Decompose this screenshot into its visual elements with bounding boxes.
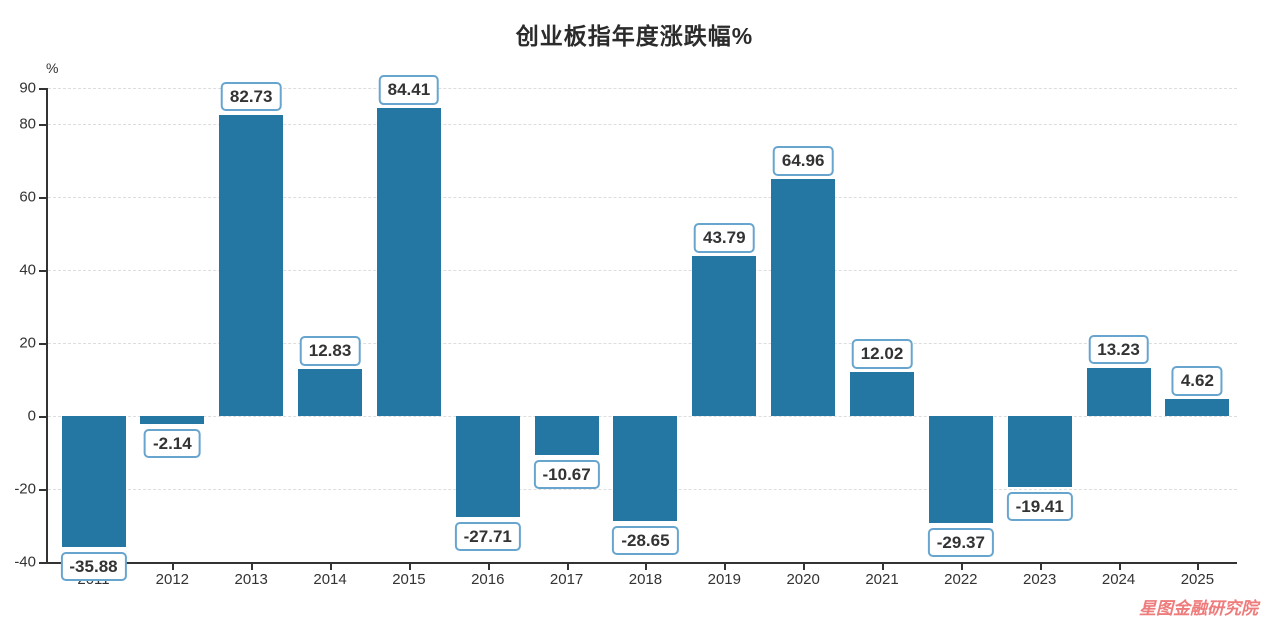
bar-2018 bbox=[613, 416, 678, 521]
x-tick-2022 bbox=[960, 564, 963, 570]
gridline-90 bbox=[48, 88, 1237, 89]
bar-2023 bbox=[1007, 416, 1072, 487]
y-axis-unit-label: % bbox=[46, 60, 59, 76]
x-axis-label-2018: 2018 bbox=[628, 571, 663, 588]
bar-2022 bbox=[928, 416, 993, 524]
value-label-2020: 64.96 bbox=[772, 146, 834, 176]
y-tick-label-20: 20 bbox=[19, 334, 36, 352]
bar-2025 bbox=[1165, 399, 1230, 417]
value-label-2015: 84.41 bbox=[378, 75, 440, 105]
y-tick-label--40: -40 bbox=[14, 553, 36, 571]
y-tick-60 bbox=[39, 197, 46, 200]
y-tick-label-90: 90 bbox=[19, 79, 36, 97]
gridline-60 bbox=[48, 197, 1237, 199]
y-tick-90 bbox=[39, 88, 46, 90]
x-tick-2016 bbox=[487, 564, 490, 570]
value-label-2011: -35.88 bbox=[60, 551, 127, 582]
y-tick-label-40: 40 bbox=[19, 261, 36, 279]
x-axis-label-2023: 2023 bbox=[1023, 571, 1057, 588]
x-axis-label-2024: 2024 bbox=[1101, 571, 1136, 588]
value-label-2022: -29.37 bbox=[927, 528, 994, 558]
y-tick-80 bbox=[39, 124, 46, 127]
y-tick-label-60: 60 bbox=[19, 188, 36, 206]
x-tick-2024 bbox=[1118, 564, 1121, 570]
watermark-text: 星图金融研究院 bbox=[1139, 599, 1258, 618]
x-tick-2012 bbox=[172, 564, 175, 570]
y-tick-label-0: 0 bbox=[27, 407, 36, 425]
value-label-2012: -2.14 bbox=[143, 428, 201, 459]
bar-2017 bbox=[534, 416, 599, 456]
bar-2020 bbox=[771, 179, 836, 417]
x-tick-2020 bbox=[803, 564, 806, 570]
bar-2016 bbox=[455, 416, 520, 518]
x-tick-2015 bbox=[408, 564, 411, 570]
x-axis-line bbox=[46, 562, 1237, 564]
y-tick-0 bbox=[39, 416, 46, 419]
x-axis-label-2017: 2017 bbox=[549, 571, 584, 588]
x-axis-label-2015: 2015 bbox=[392, 571, 426, 588]
bar-2013 bbox=[219, 114, 284, 417]
value-label-2016: -27.71 bbox=[454, 522, 521, 552]
x-tick-2014 bbox=[330, 564, 333, 570]
y-tick-40 bbox=[39, 270, 46, 273]
bar-2019 bbox=[692, 256, 757, 417]
x-axis-label-2021: 2021 bbox=[865, 571, 899, 588]
bar-2015 bbox=[376, 108, 441, 417]
x-axis-label-2014: 2014 bbox=[313, 571, 347, 588]
y-tick-label--20: -20 bbox=[14, 480, 36, 498]
x-tick-2018 bbox=[645, 564, 648, 570]
y-tick--20 bbox=[39, 489, 46, 492]
x-axis-label-2012: 2012 bbox=[155, 571, 190, 588]
x-tick-2013 bbox=[251, 564, 254, 570]
value-label-2021: 12.02 bbox=[851, 339, 913, 369]
bar-2024 bbox=[1086, 367, 1151, 417]
x-axis-label-2016: 2016 bbox=[471, 571, 505, 588]
x-axis-label-2025: 2025 bbox=[1180, 571, 1215, 588]
bar-2021 bbox=[850, 372, 914, 417]
value-label-2018: -28.65 bbox=[612, 525, 679, 555]
x-tick-2019 bbox=[724, 564, 727, 570]
x-tick-2017 bbox=[566, 564, 569, 570]
x-axis-label-2019: 2019 bbox=[707, 571, 741, 588]
x-axis-label-2020: 2020 bbox=[786, 571, 820, 588]
x-tick-2021 bbox=[882, 564, 884, 570]
value-label-2023: -19.41 bbox=[1006, 491, 1073, 522]
value-label-2025: 4.62 bbox=[1171, 366, 1223, 396]
x-tick-2023 bbox=[1039, 564, 1042, 570]
value-label-2014: 12.83 bbox=[299, 336, 361, 366]
y-axis-line bbox=[46, 88, 48, 562]
value-label-2017: -10.67 bbox=[533, 460, 600, 490]
value-label-2024: 13.23 bbox=[1088, 334, 1149, 365]
x-tick-2025 bbox=[1197, 564, 1200, 570]
x-axis-label-2013: 2013 bbox=[234, 571, 268, 588]
value-label-2013: 82.73 bbox=[220, 81, 282, 111]
bar-2014 bbox=[298, 369, 363, 417]
gridline-80 bbox=[48, 124, 1237, 126]
plot-area: 90806040200-20-402011-35.882012-2.142013… bbox=[14, 75, 1237, 588]
gridline-40 bbox=[48, 270, 1237, 272]
x-axis-label-2022: 2022 bbox=[944, 571, 978, 588]
gridline-20 bbox=[48, 343, 1237, 345]
y-tick-20 bbox=[39, 343, 46, 346]
bar-2012 bbox=[140, 416, 205, 424]
chart-title: 创业板指年度涨跌幅% bbox=[515, 23, 754, 49]
y-tick-label-80: 80 bbox=[19, 115, 36, 133]
value-label-2019: 43.79 bbox=[694, 223, 755, 253]
bar-2011 bbox=[61, 416, 126, 547]
y-tick--40 bbox=[39, 562, 46, 564]
